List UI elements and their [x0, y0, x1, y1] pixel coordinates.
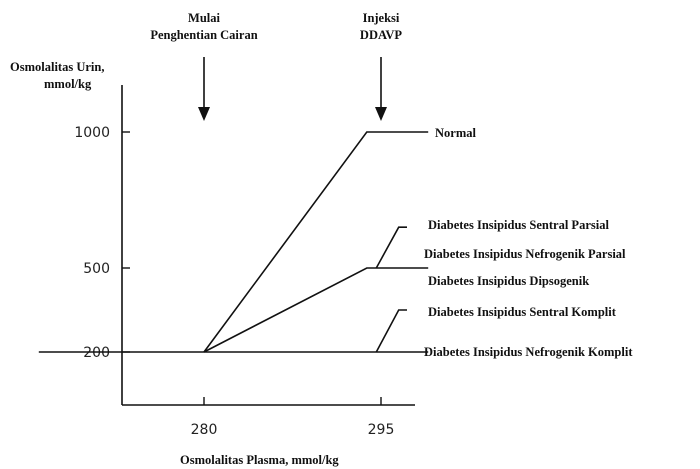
annotation-ddavp-arrow-head — [375, 107, 387, 121]
x-tick-label: 280 — [191, 422, 218, 438]
y-axis-title-line1: Osmolalitas Urin, — [10, 60, 104, 74]
series-label-sentral-parsial: Diabetes Insipidus Sentral Parsial — [428, 218, 609, 232]
series-label-sentral-komplit: Diabetes Insipidus Sentral Komplit — [428, 305, 617, 319]
annotation-start-line1: Mulai — [188, 11, 220, 25]
annotation-ddavp-line2: DDAVP — [360, 28, 402, 42]
y-tick-label: 1000 — [74, 125, 110, 141]
series-line-normal — [203, 131, 429, 353]
series-label-nefrogenik-komplit: Diabetes Insipidus Nefrogenik Komplit — [424, 345, 633, 359]
x-tick-label: 295 — [368, 422, 395, 438]
y-tick-label: 200 — [83, 345, 110, 361]
series-line-sentral-komplit — [375, 309, 407, 353]
series-label-dipsogenik: Diabetes Insipidus Dipsogenik — [428, 274, 589, 288]
y-tick-label: 500 — [83, 261, 110, 277]
series-label-normal: Normal — [435, 126, 476, 140]
series-line-dipsogenik — [203, 267, 429, 353]
annotation-start-arrow-head — [198, 107, 210, 121]
annotation-start-line2: Penghentian Cairan — [150, 28, 257, 42]
annotation-ddavp-line1: Injeksi — [363, 11, 400, 25]
x-axis-title: Osmolalitas Plasma, mmol/kg — [180, 453, 339, 467]
series-line-sentral-parsial — [375, 226, 407, 269]
series-label-nefrogenik-parsial: Diabetes Insipidus Nefrogenik Parsial — [424, 247, 626, 261]
y-axis-title-line2: mmol/kg — [44, 77, 92, 91]
